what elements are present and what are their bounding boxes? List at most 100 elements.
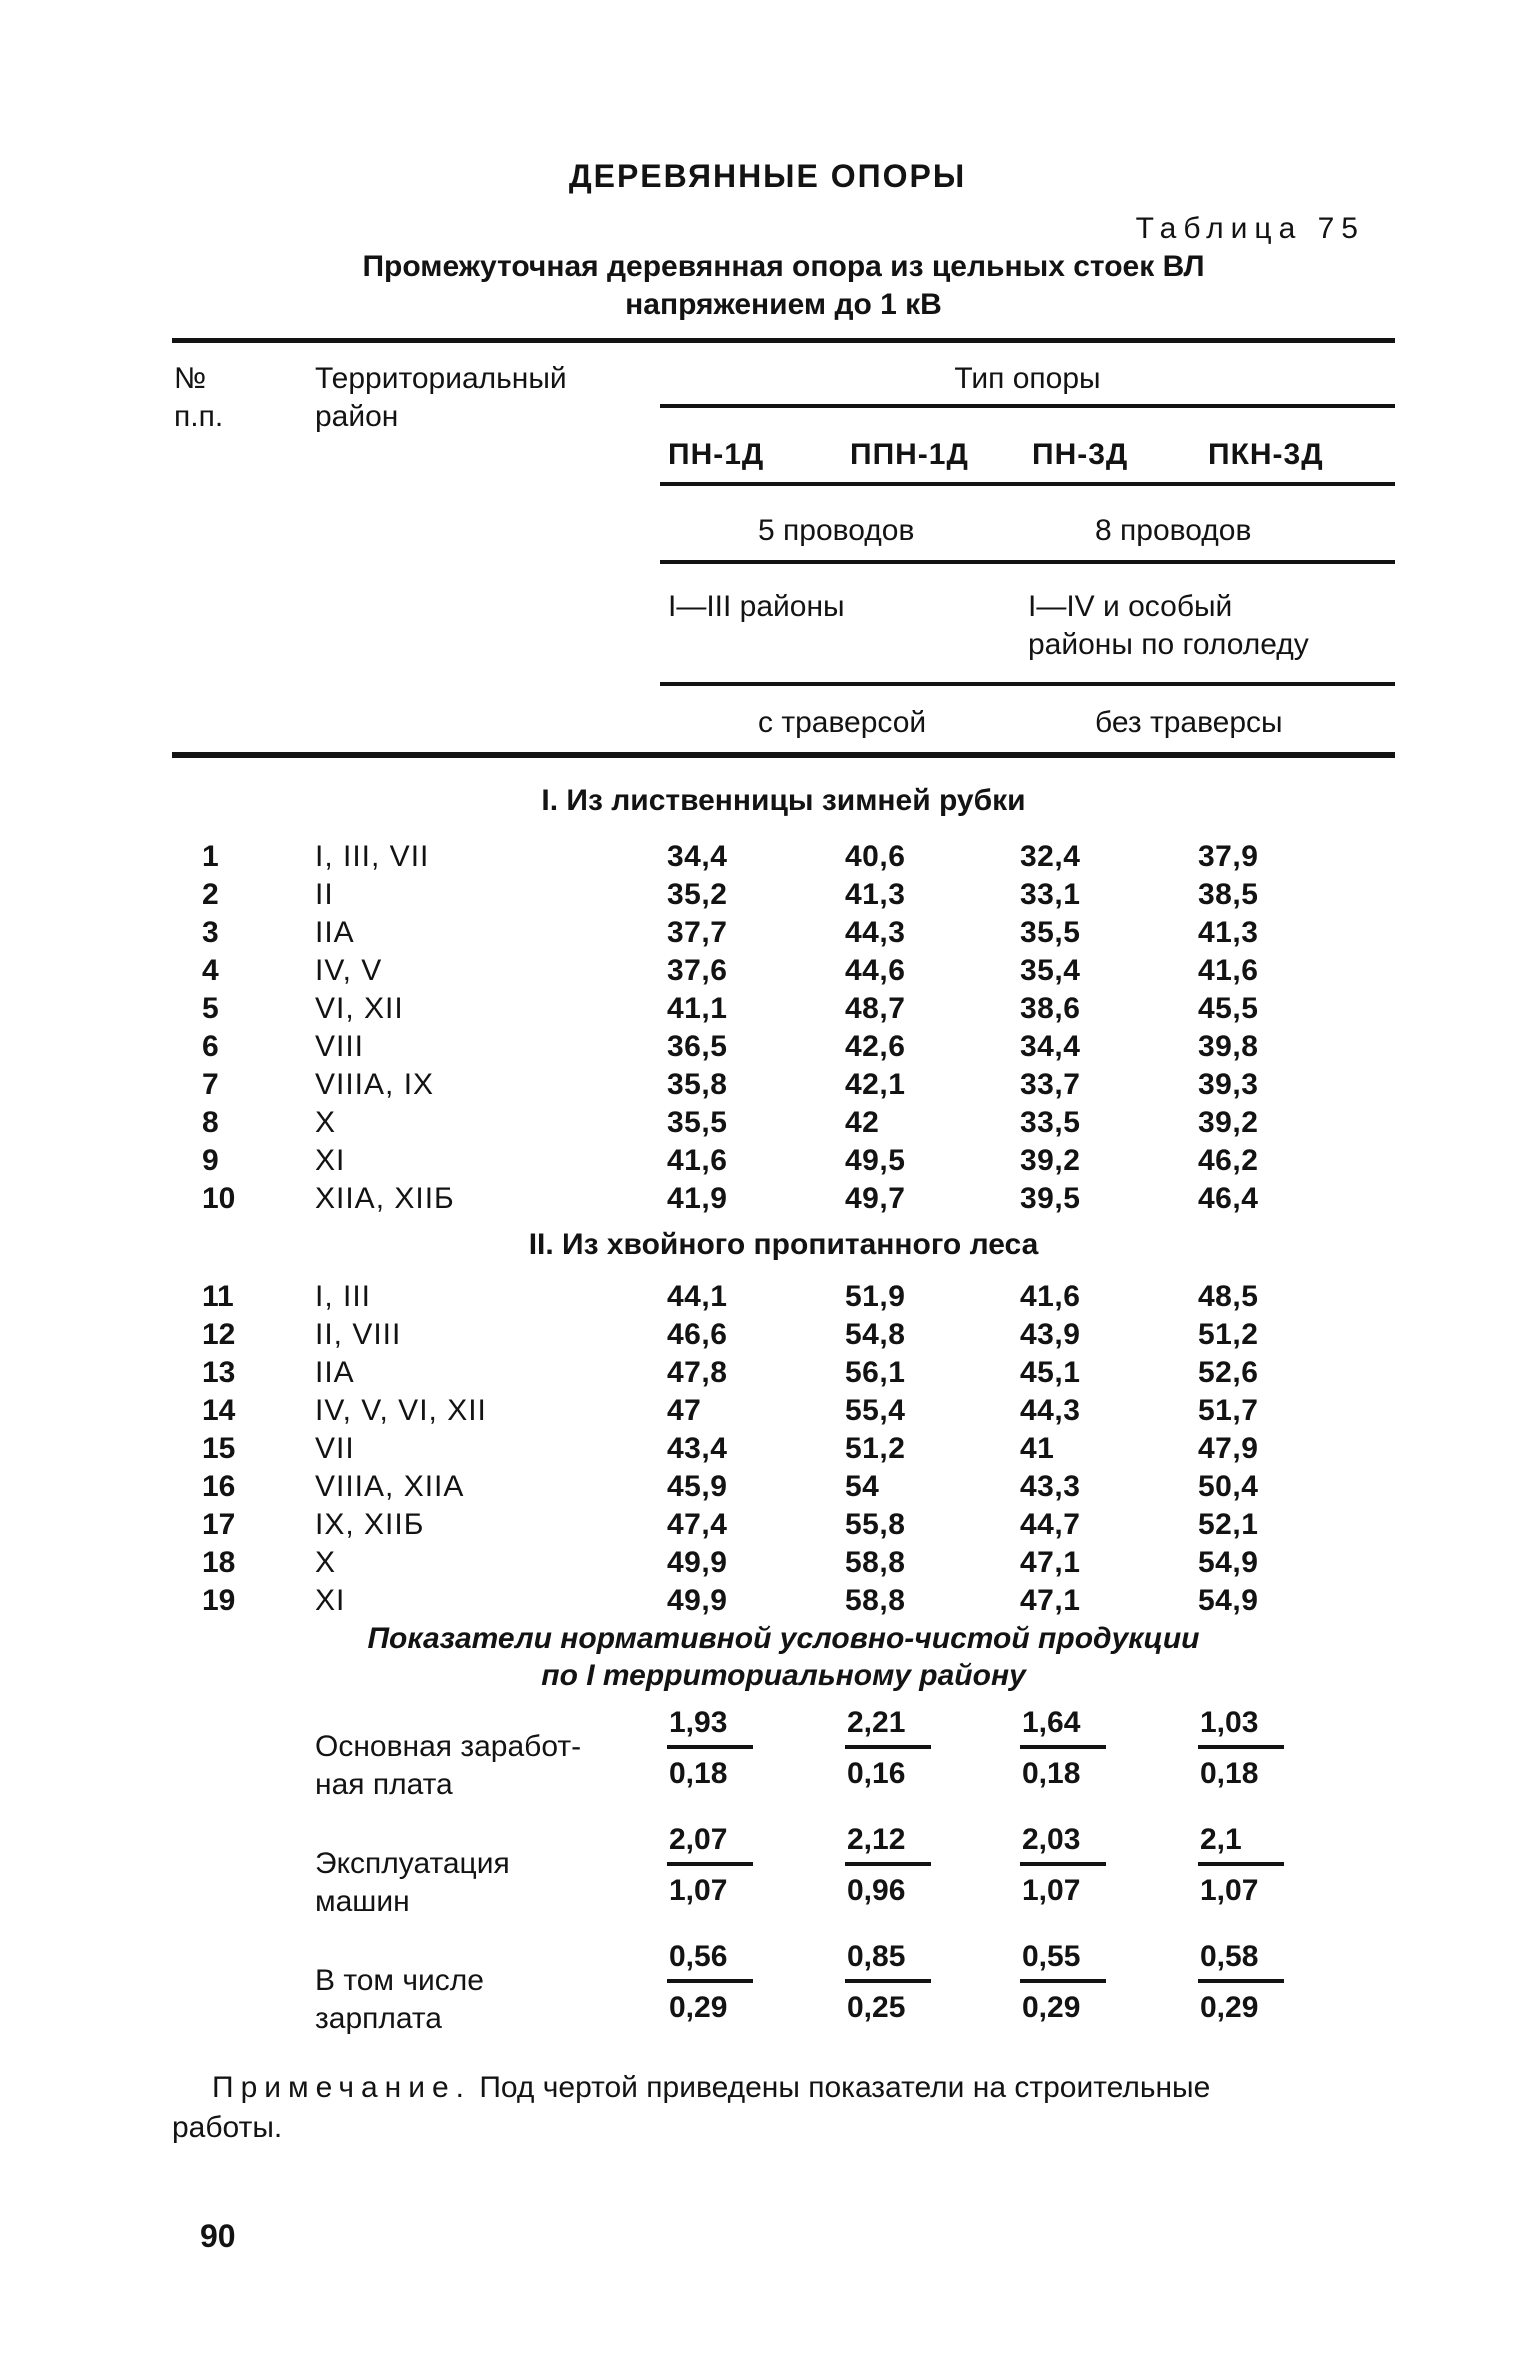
section-heading: I. Из лиственницы зимней рубки (541, 784, 1026, 817)
region-cell: XI (315, 1584, 346, 1617)
region-cell: II (315, 878, 334, 911)
table-number-label: Таблица 75 (1135, 212, 1365, 245)
value-cell: 49,9 (667, 1584, 728, 1617)
table-subtitle-line2: напряжением до 1 кВ (625, 288, 942, 321)
table-row: 1 I, III, VII 34,4 40,6 32,4 37,9 (172, 838, 1395, 876)
value-cell: 41,6 (667, 1144, 728, 1177)
value-cell: 48,7 (845, 992, 906, 1025)
value-cell: 42,6 (845, 1030, 906, 1063)
indicator-label-line2: зарплата (315, 2002, 442, 2035)
region-cell: XI (315, 1144, 346, 1177)
indicator-label-line2: ная плата (315, 1768, 453, 1801)
horizontal-rule-under-zones (660, 682, 1395, 686)
value-cell: 54,9 (1198, 1584, 1259, 1617)
fraction-numerator: 0,58 (1198, 1938, 1284, 1983)
value-cell: 56,1 (845, 1356, 906, 1389)
indicator-row: Эксплуатация машин 2,07 1,07 2,12 0,96 2,03 1,0… (172, 1821, 1395, 1938)
table-row: 10 XIIА, XIIБ 41,9 49,7 39,5 46,4 (172, 1180, 1395, 1218)
region-cell: VIIIА, XIIА (315, 1470, 465, 1503)
fraction: 1,64 0,18 (1020, 1704, 1106, 1792)
fraction-denominator: 0,16 (847, 1757, 906, 1790)
column-group-header-type: Тип опоры (954, 362, 1101, 395)
row-number-cell: 7 (202, 1068, 219, 1101)
table-row: 13 IIА 47,8 56,1 45,1 52,6 (172, 1354, 1395, 1392)
note-line1: Примечание. Под чертой приведены показат… (172, 2068, 1432, 2108)
traverse-header-left: с траверсой (758, 706, 927, 739)
note: Примечание. Под чертой приведены показат… (172, 2068, 1432, 2148)
value-cell: 39,2 (1198, 1106, 1259, 1139)
table-row: 4 IV, V 37,6 44,6 35,4 41,6 (172, 952, 1395, 990)
value-cell: 39,8 (1198, 1030, 1259, 1063)
row-number-cell: 3 (202, 916, 219, 949)
value-cell: 47,9 (1198, 1432, 1259, 1465)
value-cell: 58,8 (845, 1546, 906, 1579)
fraction: 0,56 0,29 (667, 1938, 753, 2026)
row-number-cell: 18 (202, 1546, 236, 1579)
fraction-numerator: 2,07 (667, 1821, 753, 1866)
fraction-denominator: 0,29 (1200, 1991, 1259, 2024)
fraction: 0,85 0,25 (845, 1938, 931, 2026)
value-cell: 51,7 (1198, 1394, 1259, 1427)
fraction: 0,55 0,29 (1020, 1938, 1106, 2026)
value-cell: 37,9 (1198, 840, 1259, 873)
type-header-pn1d: ПН-1Д (668, 438, 765, 471)
value-cell: 46,6 (667, 1318, 728, 1351)
region-cell: XIIА, XIIБ (315, 1182, 455, 1215)
region-cell: IV, V (315, 954, 383, 987)
value-cell: 40,6 (845, 840, 906, 873)
value-cell: 54,8 (845, 1318, 906, 1351)
value-cell: 41,6 (1198, 954, 1259, 987)
table-subtitle-line1: Промежуточная деревянная опора из цельны… (362, 250, 1205, 283)
indicators-rows: Основная заработ-ная плата 1,93 0,18 2,21 0,… (172, 1704, 1395, 2055)
value-cell: 35,2 (667, 878, 728, 911)
zone-header-right-line1: I—IV и особый (1028, 590, 1233, 623)
region-cell: VI, XII (315, 992, 404, 1025)
value-cell: 39,3 (1198, 1068, 1259, 1101)
table-row: 5 VI, XII 41,1 48,7 38,6 45,5 (172, 990, 1395, 1028)
indicator-label-line1: Эксплуатация (315, 1847, 510, 1880)
row-number-cell: 19 (202, 1584, 236, 1617)
value-cell: 49,5 (845, 1144, 906, 1177)
table-row: 16 VIIIА, XIIА 45,9 54 43,3 50,4 (172, 1468, 1395, 1506)
fraction-numerator: 2,1 (1198, 1821, 1284, 1866)
row-number-cell: 2 (202, 878, 219, 911)
value-cell: 36,5 (667, 1030, 728, 1063)
row-number-cell: 8 (202, 1106, 219, 1139)
fraction: 1,03 0,18 (1198, 1704, 1284, 1792)
value-cell: 45,9 (667, 1470, 728, 1503)
fraction-denominator: 0,25 (847, 1991, 906, 2024)
value-cell: 42 (845, 1106, 880, 1139)
table-row: 18 X 49,9 58,8 47,1 54,9 (172, 1544, 1395, 1582)
fraction-denominator: 1,07 (1200, 1874, 1259, 1907)
column-header-region: Территориальный (315, 362, 567, 395)
type-header-pn3d: ПН-3Д (1032, 438, 1129, 471)
fraction-denominator: 0,96 (847, 1874, 906, 1907)
horizontal-rule-under-type-group (660, 404, 1395, 408)
table-row: 19 XI 49,9 58,8 47,1 54,9 (172, 1582, 1395, 1620)
value-cell: 54,9 (1198, 1546, 1259, 1579)
value-cell: 38,6 (1020, 992, 1081, 1025)
fraction-denominator: 0,18 (1022, 1757, 1081, 1790)
fraction-numerator: 0,55 (1020, 1938, 1106, 1983)
indicator-label-line2: машин (315, 1885, 410, 1918)
value-cell: 41,3 (1198, 916, 1259, 949)
row-number-cell: 10 (202, 1182, 236, 1215)
region-cell: IIА (315, 1356, 355, 1389)
row-number-cell: 11 (202, 1280, 234, 1313)
table-row: 17 IX, XIIБ 47,4 55,8 44,7 52,1 (172, 1506, 1395, 1544)
value-cell: 54 (845, 1470, 880, 1503)
fraction-numerator: 0,85 (845, 1938, 931, 1983)
horizontal-rule-under-types (660, 482, 1395, 486)
value-cell: 35,4 (1020, 954, 1081, 987)
fraction: 2,1 1,07 (1198, 1821, 1284, 1909)
value-cell: 39,5 (1020, 1182, 1081, 1215)
row-number-cell: 9 (202, 1144, 219, 1177)
column-header-number: № (174, 362, 207, 395)
row-number-cell: 13 (202, 1356, 236, 1389)
value-cell: 51,9 (845, 1280, 906, 1313)
table-row: 9 XI 41,6 49,5 39,2 46,2 (172, 1142, 1395, 1180)
fraction-numerator: 1,64 (1020, 1704, 1106, 1749)
value-cell: 32,4 (1020, 840, 1081, 873)
value-cell: 47,4 (667, 1508, 728, 1541)
value-cell: 46,2 (1198, 1144, 1259, 1177)
